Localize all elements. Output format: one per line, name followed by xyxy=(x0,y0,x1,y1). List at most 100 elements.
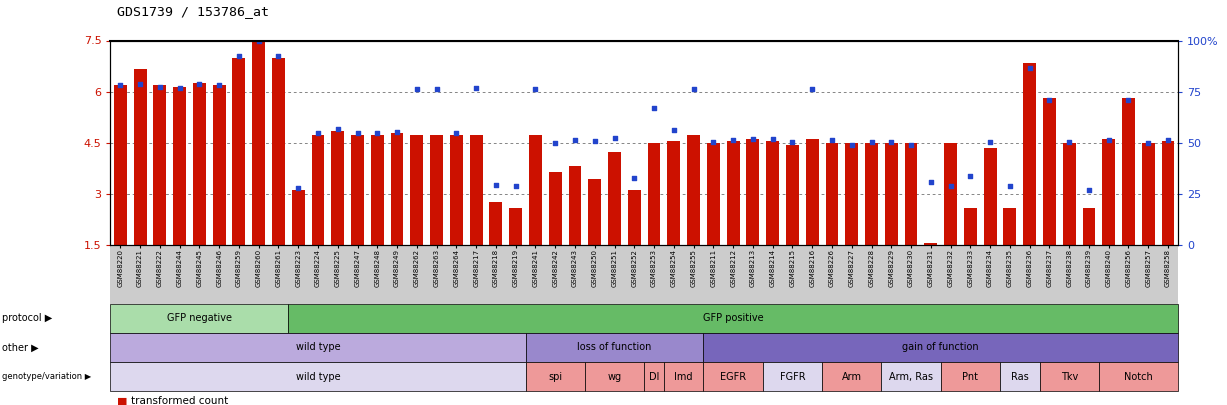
Text: Notch: Notch xyxy=(1124,372,1152,382)
Point xyxy=(901,142,920,149)
Text: GFP negative: GFP negative xyxy=(167,313,232,323)
Bar xyxy=(331,131,345,245)
Bar xyxy=(1082,208,1096,245)
Bar xyxy=(746,139,760,245)
Point xyxy=(189,81,209,87)
Bar xyxy=(134,70,146,245)
Bar xyxy=(351,135,364,245)
Point xyxy=(130,81,150,87)
Text: Pnt: Pnt xyxy=(962,372,978,382)
Bar xyxy=(944,143,957,245)
Point xyxy=(664,127,683,133)
Bar xyxy=(1023,63,1036,245)
Point xyxy=(744,135,763,142)
Point xyxy=(447,130,466,136)
Point xyxy=(822,137,842,143)
Point xyxy=(466,84,486,91)
Bar xyxy=(766,141,779,245)
Bar xyxy=(1004,208,1016,245)
Point xyxy=(585,138,605,144)
Point xyxy=(249,38,269,45)
Bar xyxy=(628,190,640,245)
Bar xyxy=(253,42,265,245)
Bar xyxy=(450,135,463,245)
Bar xyxy=(588,179,601,245)
Bar xyxy=(490,202,502,245)
Bar xyxy=(173,87,187,245)
Text: Dl: Dl xyxy=(649,372,659,382)
Bar xyxy=(667,141,680,245)
Point xyxy=(703,139,723,145)
Point xyxy=(1158,137,1178,143)
Point xyxy=(1020,65,1039,72)
Bar xyxy=(232,58,245,245)
Bar xyxy=(470,135,482,245)
Point xyxy=(110,82,130,89)
Bar xyxy=(193,83,206,245)
Bar xyxy=(924,243,937,245)
Point xyxy=(566,137,585,143)
Point xyxy=(328,126,347,132)
Bar xyxy=(806,139,818,245)
Text: Arm: Arm xyxy=(842,372,861,382)
Bar xyxy=(687,135,701,245)
Bar xyxy=(1102,139,1115,245)
Text: Arm, Ras: Arm, Ras xyxy=(890,372,933,382)
Point xyxy=(723,137,742,143)
Text: spi: spi xyxy=(548,372,562,382)
Point xyxy=(1059,139,1079,145)
Bar xyxy=(787,145,799,245)
Text: wg: wg xyxy=(607,372,622,382)
Bar xyxy=(726,141,740,245)
Point xyxy=(625,174,644,181)
Text: Tkv: Tkv xyxy=(1060,372,1077,382)
Point xyxy=(861,139,881,145)
Bar xyxy=(1043,98,1056,245)
Text: loss of function: loss of function xyxy=(578,343,652,352)
Bar xyxy=(212,85,226,245)
Point xyxy=(1119,97,1139,103)
Point xyxy=(1099,137,1119,143)
Text: gain of function: gain of function xyxy=(902,343,979,352)
Point xyxy=(783,139,802,145)
Bar xyxy=(1121,98,1135,245)
Point xyxy=(1079,187,1098,193)
Bar xyxy=(548,172,562,245)
Point xyxy=(229,53,249,59)
Bar xyxy=(707,143,720,245)
Point xyxy=(961,173,980,179)
Point xyxy=(210,82,229,89)
Bar xyxy=(312,135,324,245)
Point xyxy=(644,105,664,111)
Point xyxy=(763,135,783,142)
Point xyxy=(842,142,861,149)
Point xyxy=(980,139,1000,145)
Point xyxy=(288,185,308,191)
Bar xyxy=(964,208,977,245)
Point xyxy=(367,130,387,136)
Point xyxy=(269,53,288,59)
Text: ■: ■ xyxy=(117,396,130,405)
Point xyxy=(881,139,901,145)
Bar xyxy=(410,135,423,245)
Point xyxy=(407,86,427,92)
Bar xyxy=(865,143,879,245)
Bar xyxy=(390,133,404,245)
Bar xyxy=(904,143,918,245)
Bar xyxy=(272,58,285,245)
Bar xyxy=(648,143,660,245)
Bar xyxy=(371,135,384,245)
Point xyxy=(525,86,545,92)
Text: other ▶: other ▶ xyxy=(2,343,39,352)
Bar xyxy=(984,148,996,245)
Point xyxy=(486,182,506,189)
Bar xyxy=(292,190,304,245)
Text: wild type: wild type xyxy=(296,343,340,352)
Bar xyxy=(431,135,443,245)
Text: protocol ▶: protocol ▶ xyxy=(2,313,53,323)
Point xyxy=(169,84,189,91)
Bar xyxy=(509,208,523,245)
Text: FGFR: FGFR xyxy=(779,372,805,382)
Text: genotype/variation ▶: genotype/variation ▶ xyxy=(2,372,92,381)
Bar xyxy=(1063,143,1076,245)
